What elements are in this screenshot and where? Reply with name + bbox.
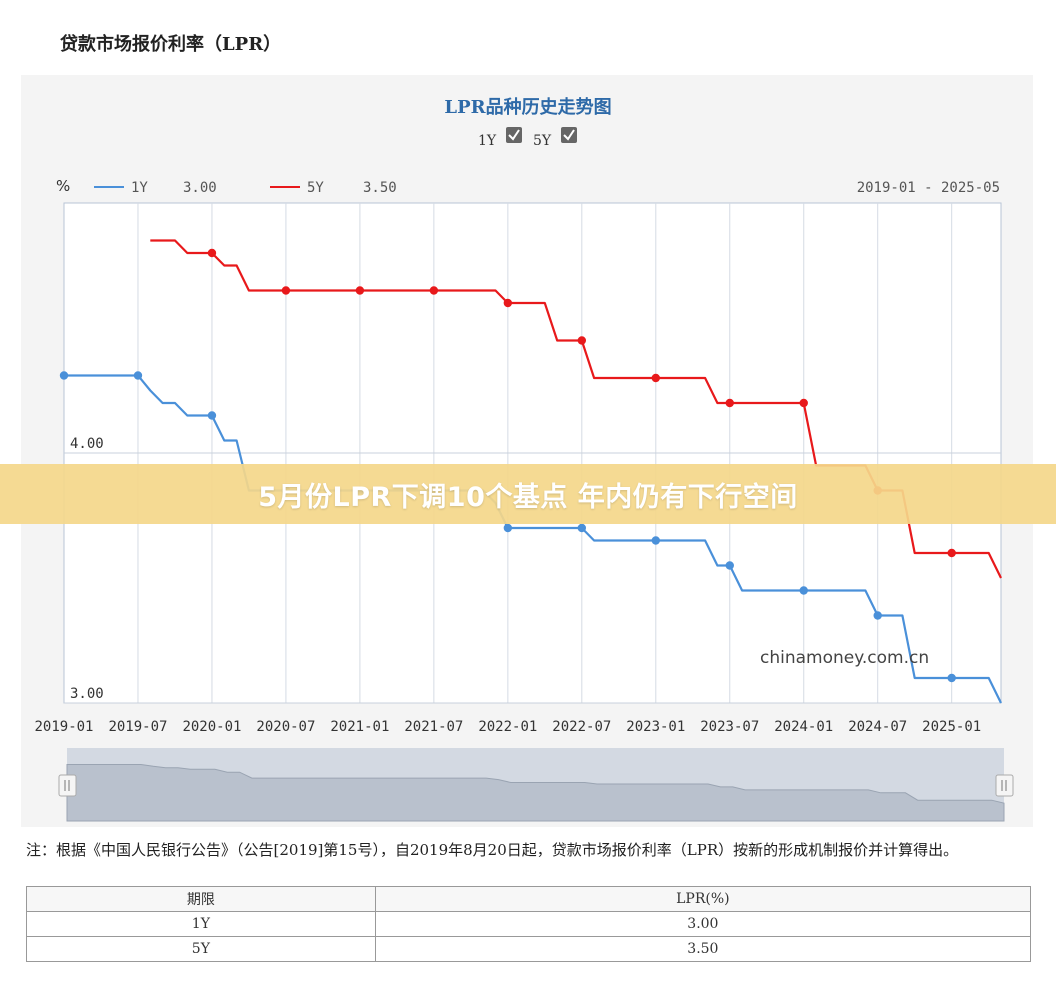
footnote: 注：根据《中国人民银行公告》（公告[2019]第15号），自2019年8月20日…: [26, 841, 959, 859]
table-cell-term: 1Y: [26, 911, 376, 937]
navigator-area-1y: [66, 764, 1005, 822]
data-point-1y: [577, 523, 587, 533]
chart-title: LPR品种历史走势图: [444, 96, 611, 118]
data-point-1y: [207, 411, 217, 420]
checkbox-1y-icon[interactable]: [506, 127, 522, 143]
table-header-row: 期限 LPR(%): [26, 886, 1032, 912]
data-point-5y: [355, 286, 365, 295]
x-tick-label: 2019-01: [34, 719, 93, 735]
x-tick-label: 2022-07: [552, 719, 611, 735]
data-point-1y: [725, 561, 734, 570]
x-tick-label: 2020-07: [256, 719, 315, 735]
x-tick-label: 2021-01: [330, 719, 389, 735]
y-unit-label: %: [56, 177, 70, 195]
data-point-5y: [799, 398, 808, 408]
checkmark-5y-icon: [563, 129, 575, 141]
data-point-1y: [873, 611, 882, 620]
data-point-5y: [947, 548, 956, 558]
legend-5y: 5Y 3.50: [270, 180, 397, 196]
legend-label-1y: 1Y: [131, 180, 148, 196]
data-point-1y: [947, 673, 956, 683]
y-tick-label: 4.00: [70, 436, 104, 452]
table-header-term: 期限: [26, 886, 376, 912]
checkmark-1y-icon: [508, 129, 520, 141]
data-point-1y: [133, 371, 143, 380]
date-range-label: 2019-01 - 2025-05: [857, 180, 1000, 196]
navigator-handle-right[interactable]: [995, 774, 1014, 797]
legend-1y: 1Y 3.00: [94, 180, 217, 196]
data-point-5y: [207, 248, 217, 258]
table-cell-rate: 3.00: [374, 911, 1032, 937]
checkbox-5y-icon[interactable]: [561, 127, 577, 143]
data-point-1y: [59, 371, 69, 380]
x-tick-label: 2024-07: [848, 719, 907, 735]
headline-text: 5月份LPR下调10个基点 年内仍有下行空间: [258, 481, 798, 513]
data-point-5y: [651, 373, 660, 383]
data-point-5y: [725, 398, 734, 408]
table-header-rate: LPR(%): [374, 886, 1032, 912]
x-ticks: 2019-01 2019-07 2020-01 2020-07 2021-01 2021-…: [34, 719, 981, 735]
legend-value-5y: 3.50: [363, 180, 397, 196]
series-toggle-5y[interactable]: 5Y: [533, 127, 577, 149]
table-row: 5Y 3.50: [26, 936, 1032, 962]
data-point-5y: [281, 286, 291, 295]
x-tick-label: 2020-01: [182, 719, 241, 735]
x-tick-label: 2021-07: [404, 719, 463, 735]
page-title: 贷款市场报价利率（LPR）: [60, 34, 282, 55]
chart-panel: LPR品种历史走势图 1Y 5Y % 1Y 3.00 5Y 3.50 2019-…: [21, 75, 1033, 827]
y-ticks: 4.00 3.00: [70, 436, 104, 702]
toggle-label-5y: 5Y: [533, 133, 552, 149]
range-navigator[interactable]: [58, 748, 1014, 822]
data-point-1y: [503, 523, 513, 533]
lpr-chart: LPR品种历史走势图 1Y 5Y % 1Y 3.00 5Y 3.50 2019-…: [34, 96, 1014, 822]
data-point-1y: [651, 536, 660, 545]
navigator-handle-left[interactable]: [58, 774, 77, 797]
legend-value-1y: 3.00: [183, 180, 217, 196]
table-cell-rate: 3.50: [374, 936, 1032, 962]
headline-banner[interactable]: 5月份LPR下调10个基点 年内仍有下行空间: [0, 464, 1056, 524]
x-tick-label: 2023-01: [626, 719, 685, 735]
toggle-label-1y: 1Y: [478, 133, 497, 149]
x-tick-label: 2019-07: [108, 719, 167, 735]
series-toggle-1y[interactable]: 1Y: [478, 127, 522, 149]
table-row: 1Y 3.00: [26, 911, 1032, 937]
data-point-1y: [799, 586, 808, 595]
legend-label-5y: 5Y: [307, 180, 324, 196]
x-tick-label: 2022-01: [478, 719, 537, 735]
data-point-5y: [577, 336, 587, 345]
x-tick-label: 2025-01: [922, 719, 981, 735]
data-point-5y: [503, 298, 513, 308]
x-tick-label: 2024-01: [774, 719, 833, 735]
data-point-5y: [429, 286, 439, 295]
y-tick-label: 3.00: [70, 686, 104, 702]
series-line-1y: [64, 374, 1002, 704]
lpr-table: 期限 LPR(%) 1Y 3.00 5Y 3.50: [26, 886, 1032, 962]
watermark: chinamoney.com.cn: [760, 648, 929, 668]
table-cell-term: 5Y: [26, 936, 376, 962]
x-tick-label: 2023-07: [700, 719, 759, 735]
